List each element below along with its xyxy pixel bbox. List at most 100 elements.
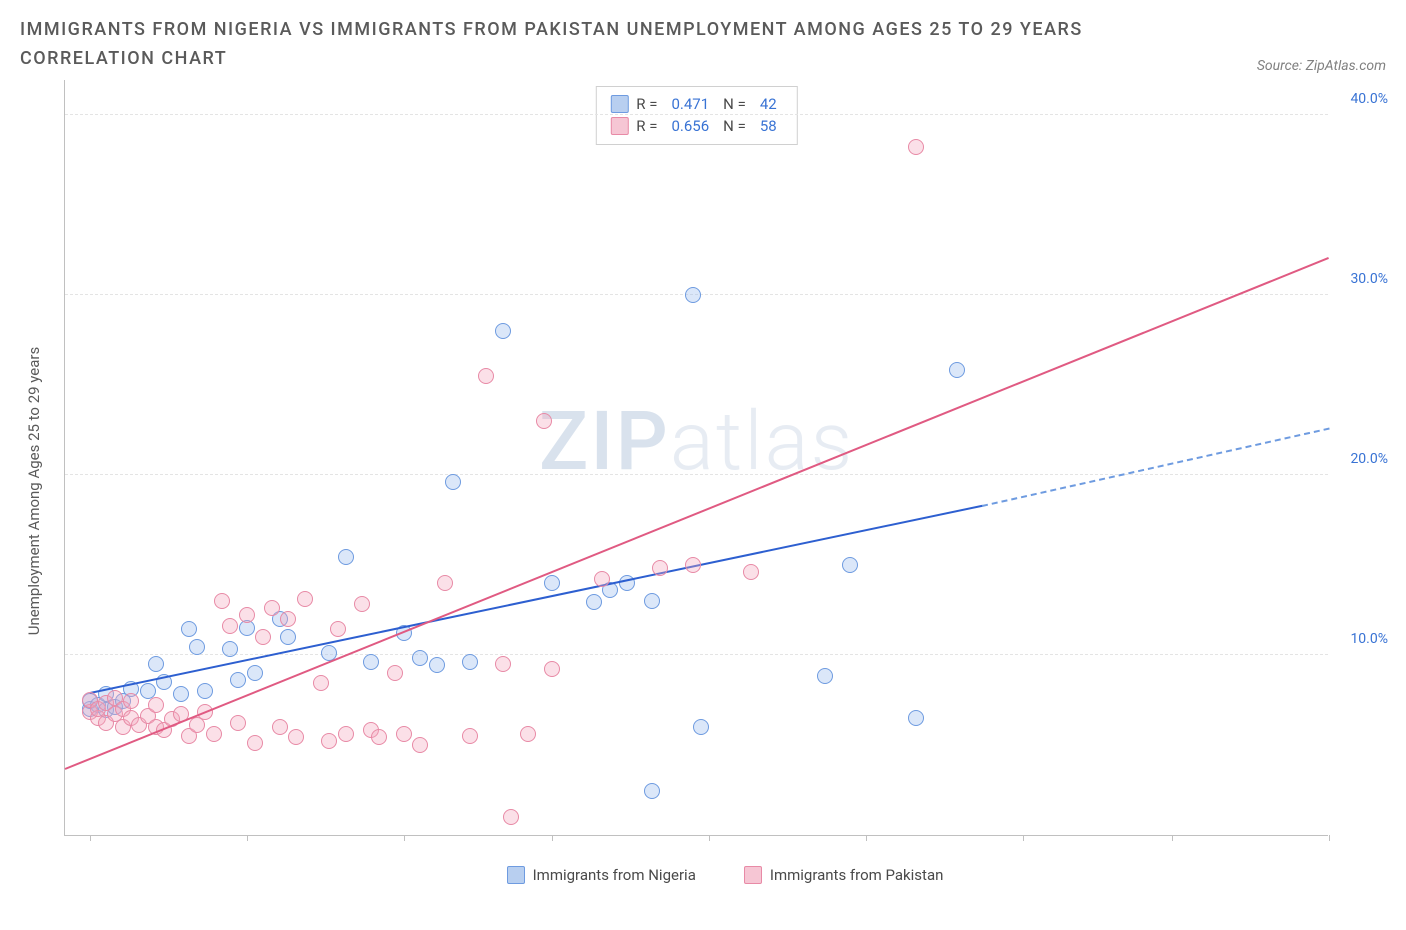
data-point	[743, 564, 759, 580]
legend-r-label: R =	[636, 115, 657, 138]
x-tick	[404, 835, 405, 841]
data-point	[222, 618, 238, 634]
data-point	[230, 715, 246, 731]
data-point	[123, 693, 139, 709]
y-axis-label: Unemployment Among Ages 25 to 29 years	[25, 346, 43, 634]
data-point	[148, 697, 164, 713]
x-tick	[1023, 835, 1024, 841]
y-tick-label: 10.0%	[1350, 631, 1388, 647]
x-tick	[1329, 835, 1330, 841]
data-point	[817, 668, 833, 684]
data-point	[842, 557, 858, 573]
data-point	[338, 549, 354, 565]
data-point	[478, 368, 494, 384]
data-point	[693, 719, 709, 735]
data-point	[520, 726, 536, 742]
data-point	[247, 665, 263, 681]
data-point	[685, 287, 701, 303]
data-point	[338, 726, 354, 742]
data-point	[462, 654, 478, 670]
legend-r-label: R =	[636, 93, 657, 116]
data-point	[173, 686, 189, 702]
data-point	[652, 560, 668, 576]
gridline	[65, 654, 1328, 655]
data-point	[412, 737, 428, 753]
data-point	[544, 575, 560, 591]
legend-item: Immigrants from Pakistan	[744, 866, 944, 884]
data-point	[206, 726, 222, 742]
watermark-light: atlas	[670, 394, 854, 490]
correlation-legend: R = 0.471 N = 42 R = 0.656 N = 58	[595, 86, 797, 145]
data-point	[321, 733, 337, 749]
watermark: ZIPatlas	[539, 394, 854, 490]
data-point	[536, 413, 552, 429]
data-point	[429, 657, 445, 673]
legend-swatch	[744, 866, 762, 884]
data-point	[495, 323, 511, 339]
data-point	[462, 728, 478, 744]
data-point	[264, 600, 280, 616]
legend-n-label: N =	[723, 115, 746, 138]
data-point	[280, 629, 296, 645]
legend-n-label: N =	[723, 93, 746, 116]
y-tick-label: 30.0%	[1350, 271, 1388, 287]
chart-container: Unemployment Among Ages 25 to 29 years Z…	[64, 80, 1386, 884]
trend-line	[65, 257, 1330, 770]
data-point	[949, 362, 965, 378]
y-tick-label: 20.0%	[1350, 451, 1388, 467]
data-point	[181, 621, 197, 637]
data-point	[354, 596, 370, 612]
legend-n-value: 42	[760, 93, 777, 116]
data-point	[594, 571, 610, 587]
legend-r-value: 0.656	[671, 115, 709, 138]
x-tick	[90, 835, 91, 841]
data-point	[495, 656, 511, 672]
legend-label: Immigrants from Pakistan	[770, 866, 944, 884]
legend-item: Immigrants from Nigeria	[507, 866, 696, 884]
chart-title: IMMIGRANTS FROM NIGERIA VS IMMIGRANTS FR…	[20, 16, 1120, 74]
data-point	[272, 719, 288, 735]
data-point	[908, 139, 924, 155]
legend-swatch	[507, 866, 525, 884]
data-point	[330, 621, 346, 637]
series-legend: Immigrants from Nigeria Immigrants from P…	[64, 866, 1386, 884]
data-point	[396, 726, 412, 742]
legend-row: R = 0.656 N = 58	[610, 115, 782, 138]
data-point	[239, 607, 255, 623]
legend-label: Immigrants from Nigeria	[533, 866, 696, 884]
data-point	[297, 591, 313, 607]
data-point	[222, 641, 238, 657]
data-point	[255, 629, 271, 645]
data-point	[685, 557, 701, 573]
legend-swatch	[610, 117, 628, 135]
data-point	[544, 661, 560, 677]
data-point	[313, 675, 329, 691]
watermark-bold: ZIP	[539, 394, 670, 490]
gridline	[65, 474, 1328, 475]
legend-r-value: 0.471	[671, 93, 709, 116]
y-tick-label: 40.0%	[1350, 91, 1388, 107]
data-point	[412, 650, 428, 666]
x-tick	[552, 835, 553, 841]
data-point	[189, 639, 205, 655]
header: IMMIGRANTS FROM NIGERIA VS IMMIGRANTS FR…	[20, 16, 1386, 74]
legend-swatch	[610, 95, 628, 113]
trend-line	[982, 428, 1329, 507]
x-tick	[247, 835, 248, 841]
data-point	[908, 710, 924, 726]
data-point	[371, 729, 387, 745]
scatter-plot: ZIPatlas R =0.471N =42R =0.656N =58 10.0…	[64, 80, 1328, 836]
data-point	[445, 474, 461, 490]
legend-row: R = 0.471 N = 42	[610, 93, 782, 116]
legend-n-value: 58	[760, 115, 777, 138]
x-tick	[866, 835, 867, 841]
data-point	[503, 809, 519, 825]
x-tick	[709, 835, 710, 841]
source-attribution: Source: ZipAtlas.com	[1257, 58, 1386, 74]
data-point	[230, 672, 246, 688]
data-point	[288, 729, 304, 745]
data-point	[247, 735, 263, 751]
data-point	[148, 656, 164, 672]
data-point	[363, 654, 379, 670]
data-point	[437, 575, 453, 591]
